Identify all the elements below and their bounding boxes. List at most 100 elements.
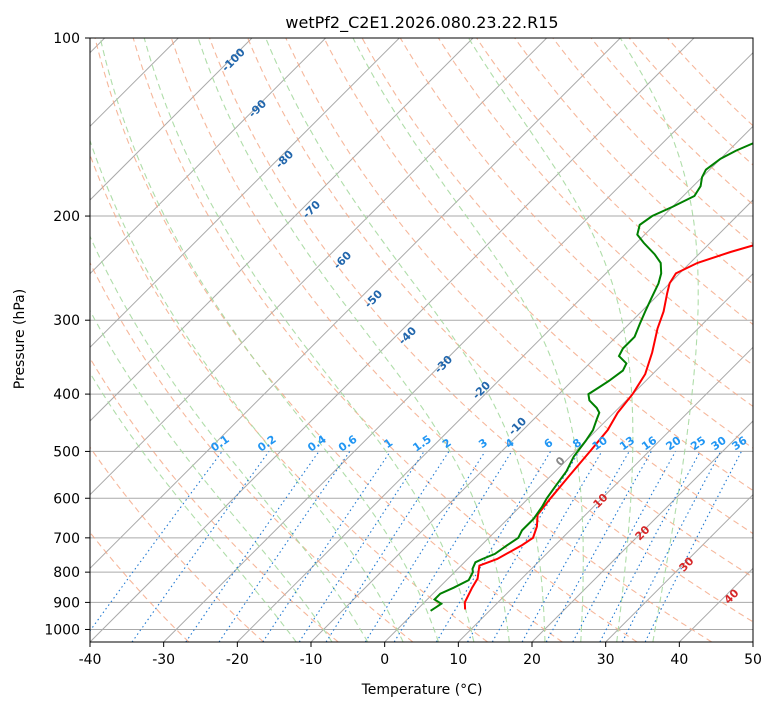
dry-adiabat-line bbox=[323, 38, 753, 492]
mixing-ratio-label: 20 bbox=[664, 434, 684, 454]
y-tick-label: 500 bbox=[53, 444, 80, 460]
plot-frame bbox=[89, 37, 754, 643]
moist-adiabat-line bbox=[143, 38, 475, 642]
dry-adiabat-line bbox=[90, 261, 414, 642]
moist-adiabat-label: -80 bbox=[273, 148, 296, 171]
mixing-ratio-label: 6 bbox=[542, 436, 556, 451]
isotherm-line bbox=[90, 38, 400, 349]
moist-adiabat-label: 30 bbox=[677, 554, 697, 574]
moist-adiabat-label: -10 bbox=[506, 415, 529, 438]
dry-adiabat-line bbox=[170, 38, 712, 642]
isotherm-line bbox=[384, 272, 753, 642]
moist-adiabat-line bbox=[468, 38, 634, 642]
dry-adiabat-line bbox=[514, 38, 753, 285]
moist-adiabat-line bbox=[90, 372, 297, 642]
mixing-ratio-label: 36 bbox=[729, 434, 749, 454]
mixing-ratio-line bbox=[131, 451, 270, 642]
y-tick-label: 600 bbox=[53, 491, 80, 507]
mixing-ratio-label: 30 bbox=[709, 434, 729, 454]
mixing-ratio-line bbox=[572, 451, 676, 642]
dry-adiabat-line bbox=[90, 531, 190, 642]
y-tick-label: 700 bbox=[53, 531, 80, 547]
dry-adiabat-line bbox=[90, 357, 339, 642]
dewpoint-profile-line bbox=[430, 142, 753, 612]
moist-adiabat-label: -100 bbox=[219, 45, 248, 74]
dry-adiabat-line bbox=[666, 38, 753, 127]
mixing-ratio-line bbox=[262, 451, 391, 642]
mixing-ratio-label: 25 bbox=[688, 434, 708, 453]
moist-adiabat-line bbox=[352, 38, 584, 642]
chart-title: wetPf2_C2E1.2026.080.23.22.R15 bbox=[285, 13, 558, 33]
mixing-ratio-line bbox=[185, 451, 320, 642]
moist-adiabat-label: -60 bbox=[331, 249, 354, 272]
mixing-ratio-label: 2 bbox=[440, 436, 454, 451]
y-tick-label: 900 bbox=[53, 595, 80, 611]
x-tick-label: 20 bbox=[523, 652, 541, 668]
dry-adiabat-line bbox=[90, 153, 488, 642]
y-axis-label: Pressure (hPa) bbox=[12, 289, 28, 389]
x-tick-label: 10 bbox=[449, 652, 467, 668]
y-tick-label: 100 bbox=[53, 31, 80, 47]
moist-adiabat-label: -90 bbox=[246, 97, 269, 120]
mixing-ratio-label: 10 bbox=[590, 434, 610, 454]
moist-adiabat-line bbox=[99, 38, 440, 642]
plot-area bbox=[90, 38, 753, 642]
temperature-profile-line bbox=[463, 244, 753, 610]
x-tick-label: -30 bbox=[152, 652, 175, 668]
mixing-ratio-line bbox=[599, 451, 701, 642]
mixing-ratio-line bbox=[325, 451, 450, 642]
x-tick-label: 40 bbox=[670, 652, 688, 668]
dry-adiabat-line bbox=[552, 38, 753, 245]
moist-adiabat-line bbox=[265, 38, 546, 642]
dry-adiabat-line bbox=[476, 38, 753, 326]
dry-adiabat-line bbox=[132, 38, 638, 642]
y-tick-label: 200 bbox=[53, 209, 80, 225]
dry-adiabat-line bbox=[94, 38, 563, 642]
x-tick-label: 0 bbox=[380, 652, 389, 668]
isotherm-line bbox=[90, 38, 327, 275]
y-tick-label: 800 bbox=[53, 565, 80, 581]
isotherm-line bbox=[90, 38, 548, 496]
isotherm-line bbox=[90, 38, 474, 422]
mixing-ratio-label: 8 bbox=[570, 436, 584, 451]
mixing-ratio-line bbox=[644, 451, 742, 642]
isotherm-line bbox=[678, 567, 753, 642]
moist-adiabat-label: -30 bbox=[432, 353, 455, 376]
isotherm-line bbox=[457, 346, 753, 642]
moist-adiabat-line bbox=[90, 138, 404, 642]
isotherm-line bbox=[163, 51, 753, 642]
dry-adiabat-line bbox=[285, 38, 753, 535]
isotherm-line bbox=[90, 38, 695, 642]
x-tick-label: -40 bbox=[79, 652, 102, 668]
isotherm-line bbox=[236, 125, 753, 642]
moist-adiabat-line bbox=[90, 309, 333, 642]
isotherm-line bbox=[90, 38, 253, 201]
moist-adiabat-line bbox=[619, 38, 699, 642]
moist-adiabat-label: 20 bbox=[633, 523, 653, 543]
moist-adiabat-label: -20 bbox=[470, 378, 493, 401]
mixing-ratio-label: 13 bbox=[617, 434, 637, 453]
mixing-ratio-line bbox=[545, 451, 652, 642]
mixing-ratio-label: 16 bbox=[639, 434, 659, 454]
x-tick-label: 30 bbox=[597, 652, 615, 668]
dry-adiabat-line bbox=[247, 38, 753, 578]
x-tick-label: -20 bbox=[226, 652, 249, 668]
y-tick-label: 1000 bbox=[44, 622, 80, 638]
x-tick-label: -10 bbox=[300, 652, 323, 668]
isotherm-line bbox=[605, 493, 753, 642]
x-axis-label: Temperature (°C) bbox=[361, 682, 483, 698]
x-tick-label: 50 bbox=[744, 652, 762, 668]
isotherm-line bbox=[531, 420, 753, 642]
mixing-ratio-line bbox=[521, 451, 630, 642]
moist-adiabat-label: 10 bbox=[591, 491, 611, 511]
moist-adiabat-label: -40 bbox=[396, 324, 419, 347]
dry-adiabat-line bbox=[437, 38, 753, 366]
mixing-ratio-line bbox=[298, 451, 425, 642]
isotherm-line bbox=[90, 38, 621, 570]
dry-adiabat-line bbox=[590, 38, 753, 206]
mixing-ratio-label: 3 bbox=[476, 436, 490, 451]
moist-adiabat-line bbox=[197, 38, 510, 642]
y-tick-label: 400 bbox=[53, 387, 80, 403]
mixing-ratio-line bbox=[393, 451, 513, 642]
